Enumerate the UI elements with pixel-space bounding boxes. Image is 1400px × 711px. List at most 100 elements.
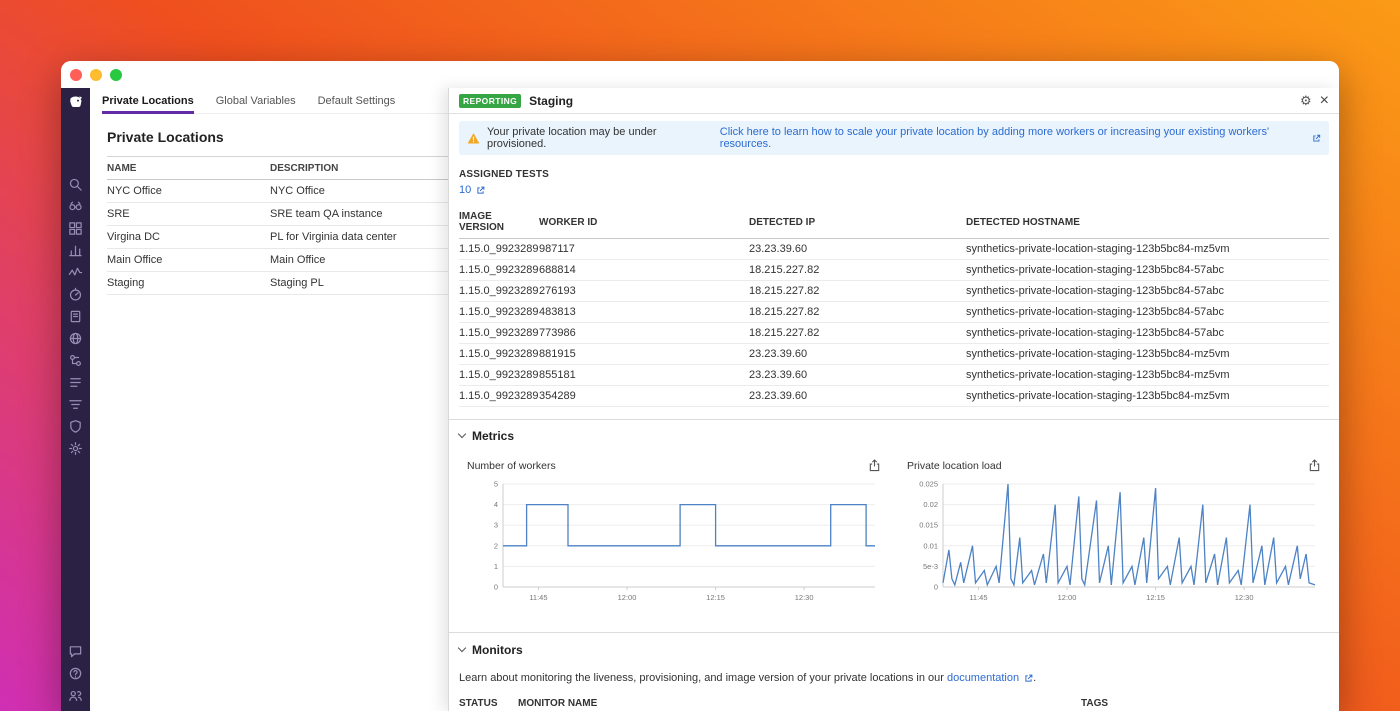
- app-body: Private Locations Global Variables Default…: [61, 88, 1339, 711]
- svg-text:0: 0: [494, 583, 498, 592]
- table-cell: 688814: [539, 259, 749, 281]
- table-cell: synthetics-private-location-staging-123b…: [966, 364, 1329, 386]
- table-cell: 987117: [539, 238, 749, 260]
- workers-chart-card: Number of workers 0 1 2 3 4 5 11:45 12:00 12:15 1…: [467, 459, 881, 614]
- watchdog-icon[interactable]: [68, 199, 83, 214]
- tab-private-locations[interactable]: Private Locations: [102, 88, 194, 114]
- table-row[interactable]: 1.15.0_9923289 773986 18.215.227.82 synthet…: [459, 322, 1329, 344]
- notebooks-icon[interactable]: [68, 309, 83, 324]
- documentation-link[interactable]: documentation: [947, 672, 1033, 684]
- tab-global-variables[interactable]: Global Variables: [215, 94, 296, 107]
- ci-icon[interactable]: [68, 353, 83, 368]
- main-area: Private Locations Global Variables Default…: [90, 88, 1339, 711]
- dashboards-icon[interactable]: [68, 221, 83, 236]
- assigned-tests-count-link[interactable]: 10: [459, 184, 485, 196]
- metrics-charts: Number of workers 0 1 2 3 4 5 11:45 12:00 12:15 1…: [459, 459, 1329, 614]
- workers-table: IMAGE VERSION WORKER ID DETECTED IP DETECTE…: [459, 207, 1329, 407]
- table-row[interactable]: 1.15.0_9923289 354289 23.23.39.60 synthetic…: [459, 385, 1329, 407]
- table-cell: 1.15.0_9923289: [459, 364, 539, 386]
- table-cell: 23.23.39.60: [749, 385, 966, 407]
- svg-text:12:15: 12:15: [706, 593, 725, 602]
- tab-default-settings[interactable]: Default Settings: [317, 94, 396, 107]
- synthetics-icon[interactable]: [68, 331, 83, 346]
- table-cell: synthetics-private-location-staging-123b…: [966, 343, 1329, 365]
- workers-chart-title: Number of workers: [467, 459, 556, 472]
- table-cell: 18.215.227.82: [749, 259, 966, 281]
- column-header: NAME: [107, 156, 270, 180]
- profiling-icon[interactable]: [68, 397, 83, 412]
- table-row[interactable]: 1.15.0_9923289 881915 23.23.39.60 synthetic…: [459, 343, 1329, 365]
- svg-text:3: 3: [494, 521, 498, 530]
- load-line-chart[interactable]: 0 5e-3 0.01 0.015 0.02 0.025 11:45 12:00 12:15 12…: [907, 476, 1321, 614]
- page-title: Private Locations: [107, 129, 224, 145]
- location-details-drawer: REPORTING Staging ⚙ × Your private locat…: [448, 88, 1339, 711]
- security-icon[interactable]: [68, 419, 83, 434]
- nav-icon-list: [68, 177, 83, 456]
- table-cell: 1.15.0_9923289: [459, 259, 539, 281]
- table-cell: 483813: [539, 301, 749, 323]
- table-row[interactable]: 1.15.0_9923289 276193 18.215.227.82 synthet…: [459, 280, 1329, 302]
- svg-text:0.01: 0.01: [923, 541, 938, 550]
- metrics-section-header[interactable]: Metrics: [457, 429, 1329, 443]
- column-header: DETECTED IP: [749, 207, 966, 239]
- table-cell: 23.23.39.60: [749, 343, 966, 365]
- search-icon[interactable]: [68, 177, 83, 192]
- metrics-icon[interactable]: [68, 265, 83, 280]
- window-titlebar: [61, 61, 1339, 88]
- gear-icon[interactable]: ⚙: [1300, 92, 1312, 108]
- table-cell: Main Office: [107, 248, 270, 272]
- scale-location-link[interactable]: Click here to learn how to scale your pr…: [720, 126, 1321, 150]
- nav-sidebar: [61, 88, 90, 711]
- table-cell: 1.15.0_9923289: [459, 385, 539, 407]
- svg-text:5e-3: 5e-3: [923, 562, 938, 571]
- metrics-section-title: Metrics: [472, 429, 515, 443]
- table-cell: 23.23.39.60: [749, 238, 966, 260]
- table-row[interactable]: 1.15.0_9923289 483813 18.215.227.82 synthet…: [459, 301, 1329, 323]
- svg-text:4: 4: [494, 500, 498, 509]
- load-chart-title: Private location load: [907, 459, 1002, 472]
- table-cell: 23.23.39.60: [749, 364, 966, 386]
- table-cell: 18.215.227.82: [749, 301, 966, 323]
- table-cell: synthetics-private-location-staging-123b…: [966, 259, 1329, 281]
- workers-line-chart[interactable]: 0 1 2 3 4 5 11:45 12:00 12:15 12:30: [467, 476, 881, 614]
- table-cell: 855181: [539, 364, 749, 386]
- monitors-description: Learn about monitoring the liveness, pro…: [459, 672, 1329, 684]
- table-row[interactable]: 1.15.0_9923289 987117 23.23.39.60 synthetic…: [459, 238, 1329, 260]
- chevron-down-icon: [457, 643, 467, 653]
- logs-icon[interactable]: [68, 375, 83, 390]
- svg-text:1: 1: [494, 562, 498, 571]
- monitors-description-period: .: [1033, 672, 1037, 684]
- minimize-window-button[interactable]: [90, 68, 102, 81]
- table-row[interactable]: 1.15.0_9923289 855181 23.23.39.60 synthetic…: [459, 364, 1329, 386]
- svg-text:0: 0: [934, 583, 938, 592]
- help-icon[interactable]: [68, 666, 83, 681]
- apm-icon[interactable]: [68, 287, 83, 302]
- drawer-content: Your private location may be under provi…: [449, 114, 1339, 711]
- load-chart-card: Private location load 0 5e-3 0.01 0.015 0.02…: [907, 459, 1321, 614]
- svg-text:11:45: 11:45: [969, 593, 987, 602]
- svg-text:12:00: 12:00: [618, 593, 637, 602]
- infrastructure-icon[interactable]: [68, 243, 83, 258]
- monitors-section-header[interactable]: Monitors: [457, 643, 1329, 657]
- table-cell: synthetics-private-location-staging-123b…: [966, 322, 1329, 344]
- table-cell: NYC Office: [107, 179, 270, 203]
- export-chart-icon[interactable]: [868, 459, 881, 472]
- zoom-window-button[interactable]: [110, 68, 122, 81]
- export-chart-icon[interactable]: [1308, 459, 1321, 472]
- close-window-button[interactable]: [70, 68, 82, 81]
- close-drawer-icon[interactable]: ×: [1319, 91, 1329, 109]
- table-cell: 18.215.227.82: [749, 322, 966, 344]
- datadog-logo-icon[interactable]: [67, 93, 85, 111]
- table-cell: 354289: [539, 385, 749, 407]
- settings-icon[interactable]: [68, 441, 83, 456]
- section-divider: [449, 419, 1339, 420]
- table-row[interactable]: 1.15.0_9923289 688814 18.215.227.82 synthet…: [459, 259, 1329, 281]
- chevron-down-icon: [457, 429, 467, 439]
- chat-icon[interactable]: [68, 644, 83, 659]
- svg-text:0.015: 0.015: [919, 521, 938, 530]
- users-icon[interactable]: [68, 688, 83, 703]
- table-cell: 1.15.0_9923289: [459, 238, 539, 260]
- nav-bottom-icons: [68, 644, 83, 703]
